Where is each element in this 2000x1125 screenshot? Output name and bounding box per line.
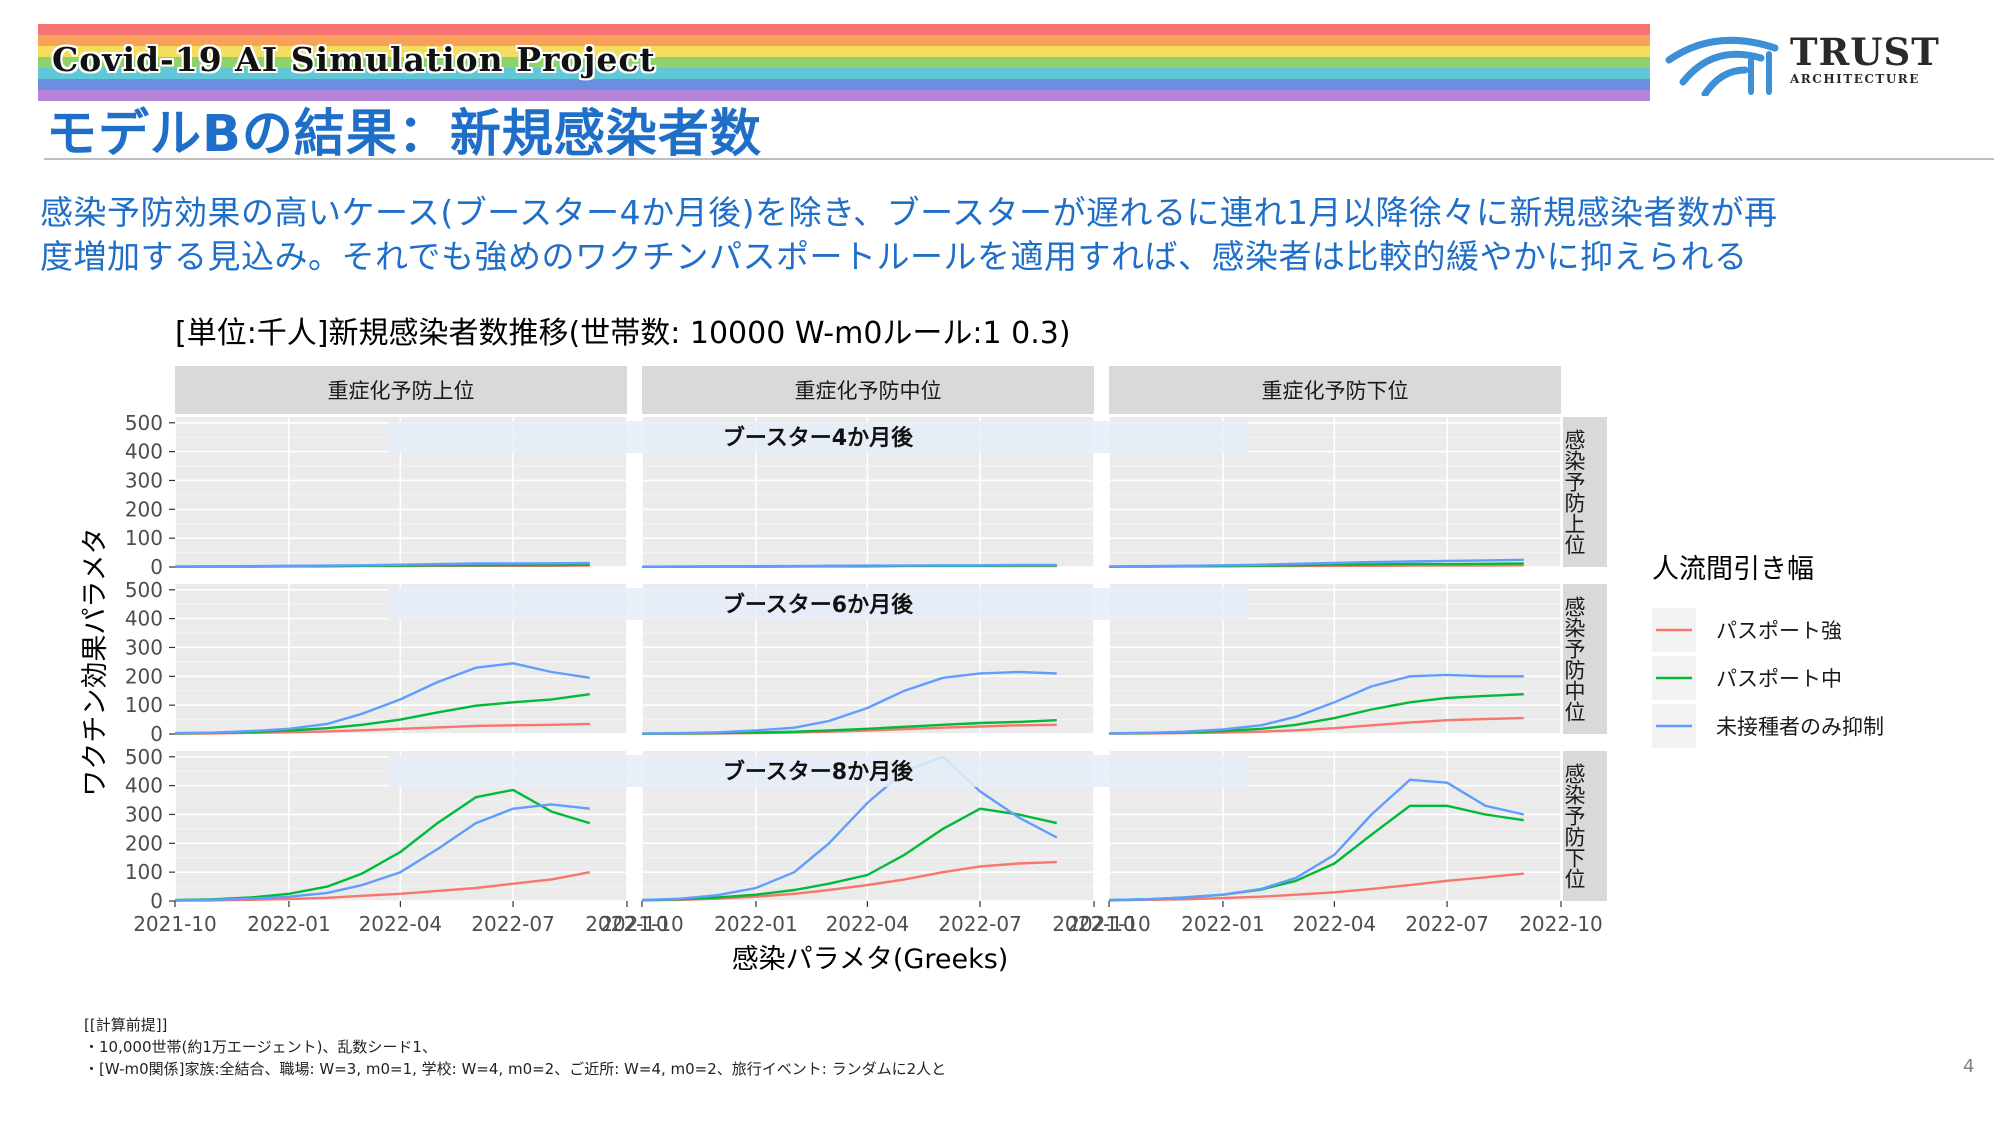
row-annotation-label: ブースター8か月後 xyxy=(723,759,914,785)
chart-title: [単位:千人]新規感染者数推移(世帯数: 10000 W-m0ルール:1 0.3… xyxy=(175,316,1071,351)
series-line xyxy=(641,670,1057,735)
banner-stripe xyxy=(38,68,1650,79)
y-tick-label: 0 xyxy=(150,722,163,746)
series-line xyxy=(1108,673,1524,735)
logo-subtext: ARCHITECTURE xyxy=(1790,72,1920,86)
x-tick-label: 2022-10 xyxy=(585,912,669,936)
logo-text: TRUST xyxy=(1790,30,1940,74)
series-line xyxy=(174,662,590,735)
column-facet-strip xyxy=(1109,366,1561,414)
row-annotation-label: ブースター6か月後 xyxy=(723,592,914,618)
x-tick-label: 2022-04 xyxy=(359,912,443,936)
x-tick-label: 2022-01 xyxy=(247,912,331,936)
series-line xyxy=(174,803,590,902)
row-facet-strip xyxy=(1563,751,1607,901)
page-number: 4 xyxy=(1963,1056,1975,1077)
legend-item-label: パスポート中 xyxy=(1716,667,1842,691)
notes-header: [[計算前提]] xyxy=(84,1016,168,1034)
series-line xyxy=(1108,872,1524,902)
series-line xyxy=(1108,558,1524,568)
column-facet-strip xyxy=(175,366,627,414)
legend-item-label: 未接種者のみ抑制 xyxy=(1716,715,1884,739)
summary-line-2: 度増加する見込み。それでも強めのワクチンパスポートルールを適用すれば、感染者は比… xyxy=(40,237,1748,276)
note-line-2: ・[W-m0関係]家族:全結合、職場: W=3, m0=1, 学校: W=4, … xyxy=(84,1060,947,1078)
x-tick-label: 2022-07 xyxy=(471,912,555,936)
y-tick-label: 500 xyxy=(125,745,163,769)
column-facet-label: 重症化予防下位 xyxy=(1262,379,1409,403)
row-facet-strip xyxy=(1563,417,1607,567)
legend-item-label: パスポート強 xyxy=(1716,619,1842,643)
series-line xyxy=(641,807,1058,902)
y-tick-label: 100 xyxy=(125,526,163,550)
row-facet-strip xyxy=(1563,584,1607,734)
y-tick-label: 100 xyxy=(125,693,163,717)
x-tick-label: 2021-10 xyxy=(600,912,684,936)
x-tick-label: 2022-10 xyxy=(1052,912,1136,936)
arch-logo-icon xyxy=(1665,36,1779,96)
row-facet-label: 感染予防中位 xyxy=(1562,596,1586,722)
x-tick-label: 2022-07 xyxy=(1405,912,1489,936)
y-tick-label: 300 xyxy=(125,635,163,659)
x-tick-label: 2022-01 xyxy=(714,912,798,936)
x-tick-label: 2022-04 xyxy=(826,912,910,936)
banner-stripe xyxy=(38,24,1650,35)
legend-title: 人流間引き幅 xyxy=(1652,554,1814,585)
series-line xyxy=(641,755,1058,902)
y-tick-label: 100 xyxy=(125,860,163,884)
banner-stripe xyxy=(38,35,1650,46)
banner-stripe xyxy=(38,90,1650,101)
y-tick-label: 300 xyxy=(125,802,163,826)
banner-stripe xyxy=(38,79,1650,90)
banner-stripe xyxy=(38,46,1650,57)
series-line xyxy=(1108,778,1525,902)
rainbow-banner xyxy=(38,24,1650,101)
row-annotation-box xyxy=(388,588,1248,620)
column-facet-label: 重症化予防上位 xyxy=(328,379,475,403)
y-tick-label: 400 xyxy=(125,774,163,798)
banner-title: Covid-19 AI Simulation Project xyxy=(52,40,656,79)
summary-line-1: 感染予防効果の高いケース(ブースター4か月後)を除き、ブースターが遅れるに連れ1… xyxy=(40,193,1778,232)
y-tick-label: 0 xyxy=(150,889,163,913)
y-axis-title: ワクチン効果パラメタ xyxy=(80,527,111,796)
x-tick-label: 2022-01 xyxy=(1181,912,1265,936)
y-tick-label: 500 xyxy=(125,578,163,602)
row-annotation-box xyxy=(388,755,1248,787)
row-facet-label: 感染予防下位 xyxy=(1562,763,1586,889)
title-divider xyxy=(44,158,1994,160)
y-tick-label: 200 xyxy=(125,664,163,688)
column-facet-label: 重症化予防中位 xyxy=(795,379,942,403)
y-tick-label: 200 xyxy=(125,831,163,855)
banner-stripe xyxy=(38,57,1650,68)
y-tick-label: 400 xyxy=(125,607,163,631)
y-tick-label: 300 xyxy=(125,468,163,492)
row-annotation-label: ブースター4か月後 xyxy=(723,425,914,451)
x-axis-title: 感染パラメタ(Greeks) xyxy=(732,944,1009,975)
x-tick-label: 2022-10 xyxy=(1519,912,1603,936)
series-line xyxy=(175,561,590,568)
y-tick-label: 500 xyxy=(125,411,163,435)
x-tick-label: 2021-10 xyxy=(133,912,217,936)
x-tick-label: 2022-07 xyxy=(938,912,1022,936)
y-tick-label: 200 xyxy=(125,497,163,521)
row-annotation-box xyxy=(388,421,1248,453)
note-line-1: ・10,000世帯(約1万エージェント)、乱数シード1、 xyxy=(84,1038,437,1056)
row-facet-label: 感染予防上位 xyxy=(1562,429,1586,555)
series-line xyxy=(641,563,1057,568)
column-facet-strip xyxy=(642,366,1094,414)
page-title: モデルBの結果：新規感染者数 xyxy=(46,105,762,164)
x-tick-label: 2021-10 xyxy=(1067,912,1151,936)
y-tick-label: 400 xyxy=(125,440,163,464)
y-tick-label: 0 xyxy=(150,555,163,579)
x-tick-label: 2022-04 xyxy=(1293,912,1377,936)
